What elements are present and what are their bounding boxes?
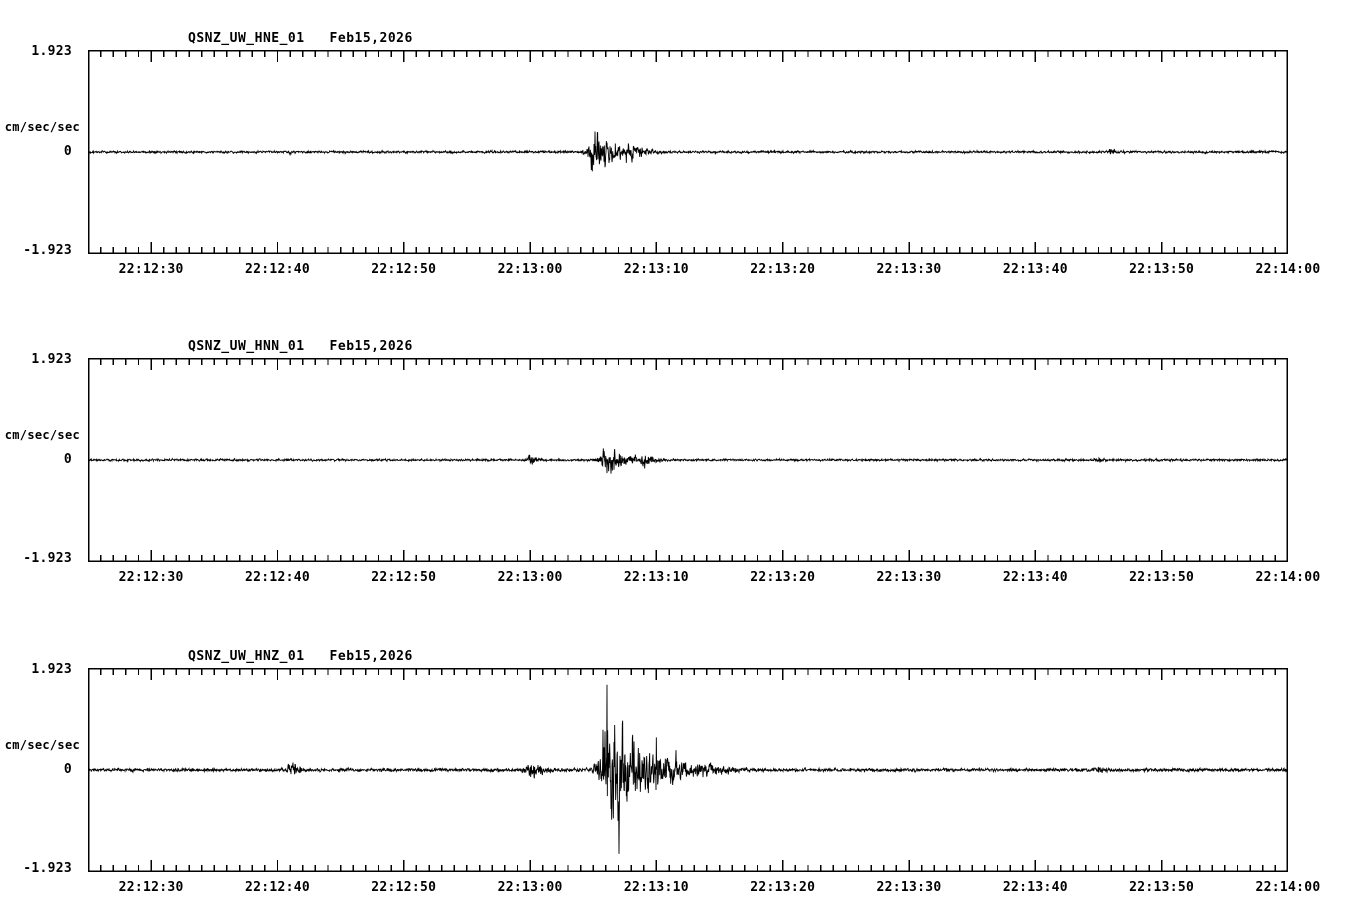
x-axis-tick-label: 22:13:50 <box>1129 262 1195 277</box>
x-axis-tick-label: 22:12:40 <box>244 262 310 277</box>
y-axis-min-label-hne: -1.923 <box>23 243 72 258</box>
x-axis-tick-label: 22:13:10 <box>623 262 689 277</box>
x-axis-tick-label: 22:13:30 <box>876 570 942 585</box>
x-axis-tick-label: 22:13:10 <box>623 880 689 895</box>
x-axis-tick-label: 22:12:40 <box>244 570 310 585</box>
x-axis-tick-label: 22:13:50 <box>1129 880 1195 895</box>
y-axis-min-label-hnn: -1.923 <box>23 551 72 566</box>
x-axis-tick-label: 22:14:00 <box>1255 262 1321 277</box>
x-axis-tick-label: 22:14:00 <box>1255 880 1321 895</box>
waveform-trace-hnz <box>88 684 1288 854</box>
x-axis-tick-label: 22:13:20 <box>750 262 816 277</box>
x-axis-tick-label: 22:12:30 <box>118 570 184 585</box>
x-axis-tick-label: 22:13:00 <box>497 262 563 277</box>
x-axis-tick-label: 22:13:30 <box>876 880 942 895</box>
y-axis-min-label-hnz: -1.923 <box>23 861 72 876</box>
y-axis-zero-label-hne: 0 <box>63 144 72 159</box>
x-axis-tick-label: 22:12:30 <box>118 262 184 277</box>
y-axis-unit-label-hne: cm/sec/sec <box>4 120 80 134</box>
y-axis-zero-label-hnn: 0 <box>63 452 72 467</box>
x-axis-tick-label: 22:13:00 <box>497 880 563 895</box>
x-axis-tick-label: 22:13:00 <box>497 570 563 585</box>
panel-title-hnz: QSNZ_UW_HNZ_01 Feb15,2026 <box>188 649 413 664</box>
y-axis-zero-label-hnz: 0 <box>63 762 72 777</box>
x-axis-tick-label: 22:14:00 <box>1255 570 1321 585</box>
x-axis-tick-label: 22:13:30 <box>876 262 942 277</box>
x-axis-tick-label: 22:13:20 <box>750 570 816 585</box>
panel-title-hnn: QSNZ_UW_HNN_01 Feb15,2026 <box>188 339 413 354</box>
waveform-plot-hnn[interactable] <box>88 358 1288 562</box>
plot-ticks-hnn <box>88 358 1288 562</box>
x-axis-tick-label: 22:13:40 <box>1002 262 1068 277</box>
y-axis-unit-label-hnn: cm/sec/sec <box>4 428 80 442</box>
plot-ticks-hnz <box>88 668 1288 872</box>
y-axis-max-label-hnz: 1.923 <box>31 662 72 677</box>
waveform-plot-hne[interactable] <box>88 50 1288 254</box>
panel-title-hne: QSNZ_UW_HNE_01 Feb15,2026 <box>188 31 413 46</box>
x-axis-tick-label: 22:12:50 <box>371 262 437 277</box>
x-axis-tick-label: 22:13:50 <box>1129 570 1195 585</box>
y-axis-max-label-hnn: 1.923 <box>31 352 72 367</box>
waveform-trace-hnn <box>88 448 1288 474</box>
x-axis-tick-label: 22:12:30 <box>118 880 184 895</box>
plot-ticks-hne <box>88 50 1288 254</box>
x-axis-tick-label: 22:12:40 <box>244 880 310 895</box>
x-axis-tick-label: 22:12:50 <box>371 570 437 585</box>
y-axis-max-label-hne: 1.923 <box>31 44 72 59</box>
x-axis-tick-label: 22:13:40 <box>1002 570 1068 585</box>
y-axis-unit-label-hnz: cm/sec/sec <box>4 738 80 752</box>
x-axis-tick-label: 22:13:20 <box>750 880 816 895</box>
waveform-trace-hne <box>88 131 1288 172</box>
x-axis-tick-label: 22:12:50 <box>371 880 437 895</box>
waveform-plot-hnz[interactable] <box>88 668 1288 872</box>
x-axis-tick-label: 22:13:40 <box>1002 880 1068 895</box>
x-axis-tick-label: 22:13:10 <box>623 570 689 585</box>
